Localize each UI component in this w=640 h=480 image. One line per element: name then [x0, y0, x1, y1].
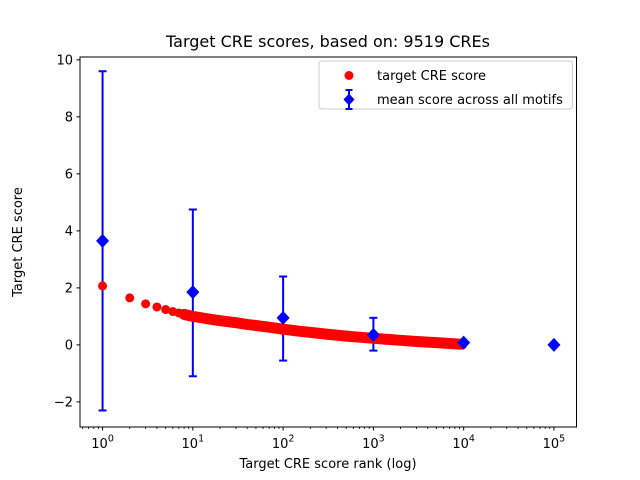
y-tick-label: 10 — [56, 53, 73, 68]
y-tick-label: 8 — [65, 110, 73, 125]
error-bars — [98, 70, 378, 412]
y-tick-label: 6 — [65, 167, 73, 182]
x-tick-label: 105 — [543, 434, 566, 453]
y-tick-label: −2 — [54, 395, 73, 410]
target-cre-score-points — [98, 281, 468, 350]
red-dot-band — [178, 308, 468, 350]
legend-label-target-cre-score: target CRE score — [377, 69, 486, 84]
y-tick-label: 0 — [65, 338, 73, 353]
legend-marker-target-cre-score — [344, 71, 354, 80]
y-axis-ticks: −2 0 2 4 6 8 10 — [54, 53, 80, 410]
blue-diamond — [96, 233, 110, 248]
legend: target CRE score mean score across all m… — [318, 60, 573, 110]
x-tick-label: 103 — [362, 434, 385, 453]
x-tick-label: 104 — [452, 434, 475, 453]
red-dot — [125, 293, 135, 303]
red-dot — [161, 305, 171, 315]
x-axis-ticks: 100 101 102 103 104 105 — [91, 427, 565, 452]
legend-frame — [318, 60, 573, 110]
chart-title: Target CRE scores, based on: 9519 CREs — [165, 32, 490, 51]
y-tick-label: 4 — [65, 224, 73, 239]
mean-score-points — [96, 233, 561, 352]
axes-spines — [79, 56, 577, 428]
legend-label-mean-score: mean score across all motifs — [377, 93, 563, 108]
y-axis-label: Target CRE score — [11, 187, 26, 298]
blue-diamond — [457, 335, 471, 350]
blue-diamond — [186, 285, 200, 300]
x-tick-label: 100 — [91, 434, 114, 453]
x-tick-label: 102 — [272, 434, 295, 453]
red-dot — [141, 299, 151, 309]
red-dot — [152, 302, 162, 312]
x-tick-label: 101 — [182, 434, 205, 453]
x-axis-label: Target CRE score rank (log) — [238, 457, 416, 472]
x-axis-minor-ticks — [82, 427, 551, 429]
blue-diamond — [547, 337, 561, 352]
legend-marker-mean-score — [343, 89, 355, 110]
chart-generated-content: −2 0 2 4 6 8 10 100 101 102 103 104 105 — [54, 53, 577, 452]
blue-diamond — [276, 310, 290, 325]
y-tick-label: 2 — [65, 281, 73, 296]
red-dot — [98, 281, 108, 291]
blue-diamond — [366, 327, 380, 342]
